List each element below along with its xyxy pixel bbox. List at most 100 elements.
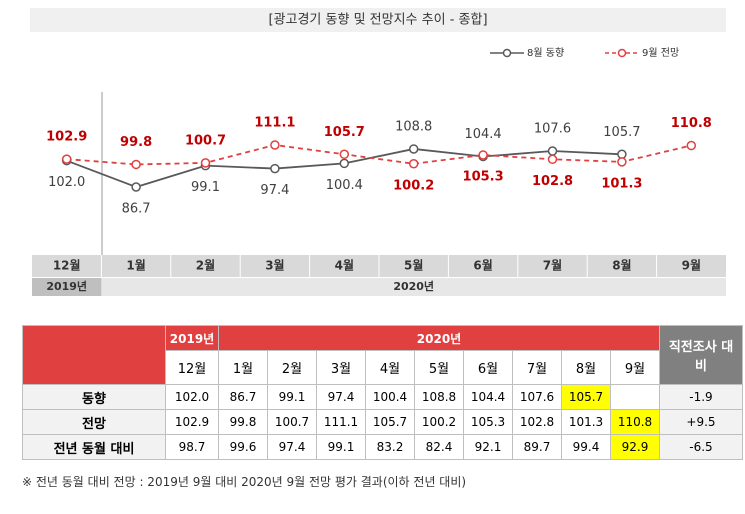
year-header: 2020년	[218, 325, 660, 351]
cell: 99.8	[218, 409, 268, 435]
month-header: 9월	[610, 350, 660, 385]
cell: 102.8	[512, 409, 562, 435]
data-label: 102.0	[48, 175, 85, 190]
data-point	[408, 144, 419, 154]
x-tick-label: 9월	[682, 258, 701, 273]
data-label: 105.3	[463, 169, 504, 184]
series-line	[66, 144, 692, 166]
data-point	[131, 159, 141, 170]
data-point	[408, 159, 419, 169]
cell: 111.1	[316, 409, 366, 435]
cell: 99.1	[267, 384, 317, 410]
data-point	[339, 149, 350, 160]
cell: 110.8	[610, 409, 660, 435]
data-point	[131, 182, 141, 192]
cell	[610, 384, 660, 410]
x-tick-label: 1월	[126, 258, 145, 273]
cell: 92.9	[610, 434, 660, 460]
data-point	[270, 140, 280, 150]
data-label: 111.1	[254, 116, 295, 131]
cell: 99.4	[561, 434, 611, 460]
month-row: 12월 1월 2월 3월 4월 5월 6월 7월 8월 9월	[23, 350, 743, 385]
month-header: 12월	[165, 350, 219, 385]
data-label: 100.7	[185, 133, 226, 148]
data-label: 108.8	[395, 119, 432, 134]
data-label: 102.8	[532, 174, 573, 189]
data-label: 104.4	[464, 127, 501, 142]
data-label: 105.7	[324, 125, 365, 140]
data-point	[270, 163, 280, 174]
cell: 101.3	[561, 409, 611, 435]
year-band-2020	[101, 278, 726, 296]
cell: 82.4	[414, 434, 464, 460]
cell: 100.7	[267, 409, 317, 435]
row-label: 동향	[22, 384, 166, 410]
data-label: 86.7	[122, 202, 151, 217]
x-tick-label: 12월	[53, 258, 81, 273]
x-tick-label: 6월	[473, 258, 492, 273]
cell: 105.3	[463, 409, 513, 435]
cell: 100.2	[414, 409, 464, 435]
cell: 105.7	[561, 384, 611, 410]
data-label: 99.8	[120, 135, 152, 150]
data-point	[686, 140, 697, 151]
data-label: 99.1	[191, 180, 220, 195]
data-label: 100.2	[393, 178, 434, 193]
cell: 86.7	[218, 384, 268, 410]
cell: 92.1	[463, 434, 513, 460]
legend-marker	[617, 48, 627, 58]
data-label: 107.6	[534, 122, 571, 137]
change-cell: -6.5	[659, 434, 743, 460]
corner-cell	[22, 325, 166, 385]
month-header: 5월	[414, 350, 464, 385]
row-label: 전망	[22, 409, 166, 435]
cell: 107.6	[512, 384, 562, 410]
cell: 102.9	[165, 409, 219, 435]
legend-label: 8월 동향	[527, 47, 564, 59]
month-header: 7월	[512, 350, 562, 385]
data-label: 97.4	[260, 183, 289, 198]
year-label: 2019년	[46, 279, 87, 293]
cell: 98.7	[165, 434, 219, 460]
x-tick-label: 2월	[196, 258, 215, 273]
year-band-2019	[32, 278, 102, 296]
cell: 83.2	[365, 434, 415, 460]
month-header: 1월	[218, 350, 268, 385]
cell: 100.4	[365, 384, 415, 410]
title-bar	[30, 8, 726, 32]
cell: 89.7	[512, 434, 562, 460]
chart: [광고경기 동향 및 전망지수 추이 - 종합] 12월 1월 2월 3월 4월 5월 6월…	[30, 8, 726, 296]
cell: 97.4	[316, 384, 366, 410]
data-point	[617, 149, 627, 160]
data-point	[617, 157, 627, 167]
data-row: 전년 동월 대비 98.7 99.6 97.4 99.1 83.2 82.4 92.1 89.7…	[22, 434, 743, 460]
year-label: 2020년	[393, 279, 434, 293]
legend-marker	[502, 48, 512, 58]
data-label: 110.8	[671, 116, 712, 131]
data-point	[200, 158, 211, 168]
cell: 108.8	[414, 384, 464, 410]
data-label: 101.3	[601, 176, 642, 191]
data-point	[61, 154, 72, 164]
data-row: 전망 102.9 99.8 100.7 111.1 105.7 100.2 105.3 102.…	[22, 409, 743, 435]
change-header: 직전조사 대비	[659, 325, 743, 385]
x-tick-label: 4월	[335, 258, 354, 273]
month-header: 3월	[316, 350, 366, 385]
row-label: 전년 동월 대비	[22, 434, 166, 460]
chart-title: [광고경기 동향 및 전망지수 추이 - 종합]	[268, 13, 487, 28]
data-table: 2019년 2020년 직전조사 대비 12월 1월 2월 3월 4월 5월 6월 7월 8월 9월 동향…	[22, 325, 743, 460]
year-header: 2019년	[165, 325, 219, 351]
month-header: 6월	[463, 350, 513, 385]
data-label: 105.7	[603, 125, 640, 140]
change-cell: +9.5	[659, 409, 743, 435]
cell: 99.6	[218, 434, 268, 460]
x-tick-label: 7월	[543, 258, 562, 273]
x-tick-label: 8월	[612, 258, 631, 273]
month-header: 8월	[561, 350, 611, 385]
cell: 104.4	[463, 384, 513, 410]
x-tick-label: 5월	[404, 258, 423, 273]
data-point	[547, 154, 558, 165]
footnote: ※ 전년 동월 대비 전망 : 2019년 9월 대비 2020년 9월 전망 …	[22, 475, 467, 489]
cell: 99.1	[316, 434, 366, 460]
